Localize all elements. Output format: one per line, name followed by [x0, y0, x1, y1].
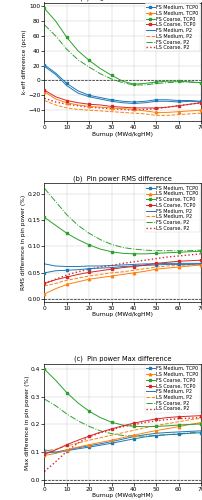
Legend: FS Medium, TCP0, LS Medium, TCP0, FS Coarse, TCP0, LS Coarse, TCP0, FS Medium, P: FS Medium, TCP0, LS Medium, TCP0, FS Coa… [145, 184, 200, 232]
Title: (a)  Eigenvalue difference: (a) Eigenvalue difference [80, 0, 166, 1]
X-axis label: Burnup (MWd/kgHM): Burnup (MWd/kgHM) [92, 132, 153, 137]
Y-axis label: RMS difference in pin power (%): RMS difference in pin power (%) [21, 195, 26, 290]
Legend: FS Medium, TCP0, LS Medium, TCP0, FS Coarse, TCP0, LS Coarse, TCP0, FS Medium, P: FS Medium, TCP0, LS Medium, TCP0, FS Coa… [145, 4, 200, 51]
Title: (b)  Pin power RMS difference: (b) Pin power RMS difference [73, 176, 172, 182]
X-axis label: Burnup (MWd/kgHM): Burnup (MWd/kgHM) [92, 493, 153, 498]
X-axis label: Burnup (MWd/kgHM): Burnup (MWd/kgHM) [92, 312, 153, 318]
Title: (c)  Pin power Max difference: (c) Pin power Max difference [74, 356, 171, 362]
Y-axis label: Max difference in pin power (%): Max difference in pin power (%) [24, 376, 29, 470]
Legend: FS Medium, TCP0, LS Medium, TCP0, FS Coarse, TCP0, LS Coarse, TCP0, FS Medium, P: FS Medium, TCP0, LS Medium, TCP0, FS Coa… [145, 364, 200, 412]
Y-axis label: k-eff difference (pcm): k-eff difference (pcm) [21, 30, 26, 94]
